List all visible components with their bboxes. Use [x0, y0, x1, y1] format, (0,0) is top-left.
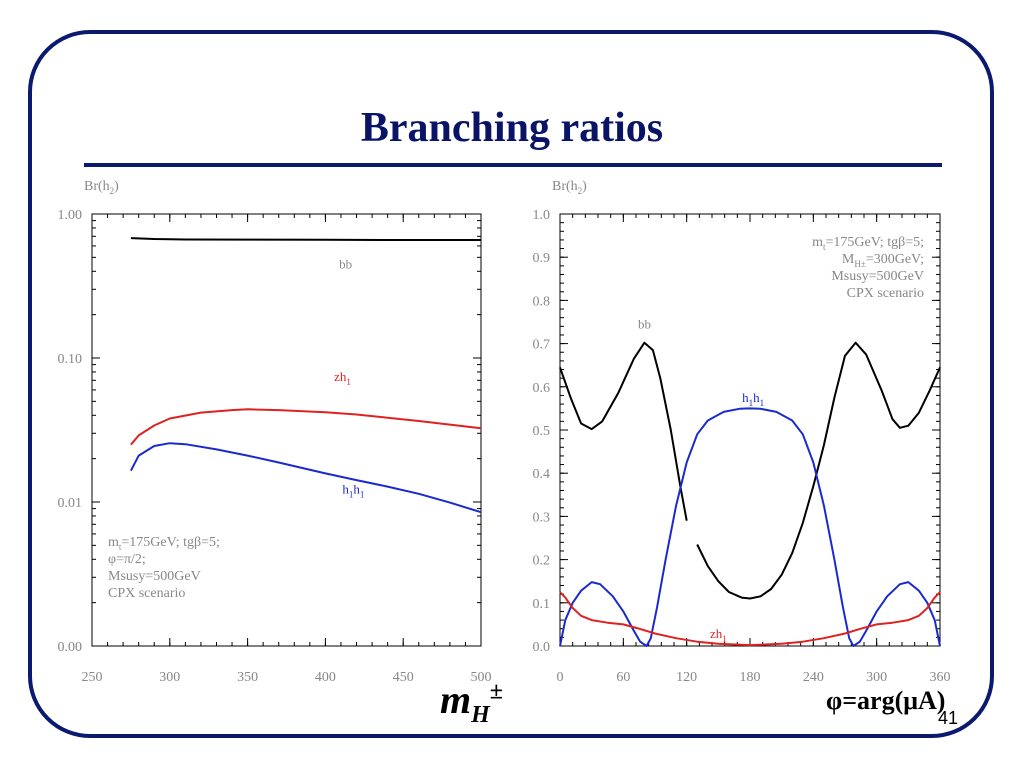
series-line-zh1 — [559, 591, 941, 647]
left-x-axis-title-sup: ± — [489, 678, 503, 705]
x-tick-label: 240 — [803, 670, 824, 685]
x-tick-label: 360 — [930, 670, 951, 685]
y-tick-label: 0.01 — [58, 496, 83, 511]
series-line-bb — [130, 237, 481, 241]
y-tick-label: 0.6 — [533, 381, 551, 396]
x-tick-label: 250 — [82, 670, 103, 685]
series-line-h1h1 — [130, 442, 482, 514]
x-tick-label: 500 — [471, 670, 492, 685]
series-label-bb: bb — [339, 256, 352, 271]
series-label-h1h1: h1h1 — [342, 481, 364, 499]
left-x-axis-title-m: m — [440, 677, 472, 722]
x-tick-label: 350 — [237, 670, 258, 685]
y-tick-label: 0.0 — [533, 640, 551, 655]
series-label-bb: bb — [638, 316, 651, 331]
annotation-line: MH±=300GeV; — [842, 252, 924, 269]
page-number: 41 — [938, 708, 959, 728]
annotation-line: mt=175GeV; tgβ=5; — [812, 235, 924, 252]
y-axis-title: Br(h2) — [552, 179, 587, 196]
annotation-line: CPX scenario — [847, 286, 924, 301]
right-x-axis-title: φ=arg(μA) — [826, 686, 946, 715]
annotation-line: Msusy=500GeV — [831, 269, 924, 284]
x-tick-label: 180 — [740, 670, 761, 685]
annotation-line: φ=π/2; — [108, 552, 146, 567]
y-tick-label: 0.8 — [533, 294, 551, 309]
x-tick-label: 300 — [159, 670, 180, 685]
series-line-h1h1 — [559, 407, 941, 647]
y-tick-label: 0.1 — [533, 597, 551, 612]
x-tick-label: 400 — [315, 670, 336, 685]
x-tick-label: 60 — [616, 670, 630, 685]
x-tick-label: 450 — [393, 670, 414, 685]
left-x-axis-title-sub: H — [471, 702, 490, 728]
y-tick-label: 0.5 — [533, 424, 551, 439]
annotation-line: Msusy=500GeV — [108, 569, 201, 584]
y-axis-title: Br(h2) — [84, 179, 119, 196]
y-tick-label: 0.10 — [58, 352, 83, 367]
plot-frame — [91, 213, 482, 647]
y-tick-label: 1.0 — [533, 208, 551, 223]
series-label-zh1: zh1 — [710, 626, 727, 644]
series-label-zh1: zh1 — [334, 369, 351, 387]
y-tick-label: 0.2 — [533, 554, 551, 569]
annotation-line: CPX scenario — [108, 586, 185, 601]
y-tick-label: 0.4 — [533, 467, 551, 482]
left-x-axis-title: mH± — [440, 676, 503, 729]
y-tick-label: 0.7 — [533, 338, 551, 353]
y-tick-label: 0.9 — [533, 251, 551, 266]
slide-title: Branching ratios — [360, 105, 664, 151]
series-label-h1h1: h1h1 — [742, 390, 764, 408]
title-divider — [84, 163, 942, 167]
y-tick-label: 0.3 — [533, 510, 551, 525]
x-tick-label: 300 — [866, 670, 887, 685]
series-line-zh1 — [130, 408, 482, 446]
y-tick-label: 0.00 — [58, 640, 83, 655]
series-line-bb — [696, 341, 941, 600]
slide-frame — [28, 30, 994, 738]
x-tick-label: 120 — [676, 670, 697, 685]
y-tick-label: 1.00 — [58, 208, 83, 223]
annotation-line: mt=175GeV; tgβ=5; — [108, 535, 220, 552]
series-line-bb — [559, 341, 688, 521]
x-tick-label: 0 — [557, 670, 564, 685]
